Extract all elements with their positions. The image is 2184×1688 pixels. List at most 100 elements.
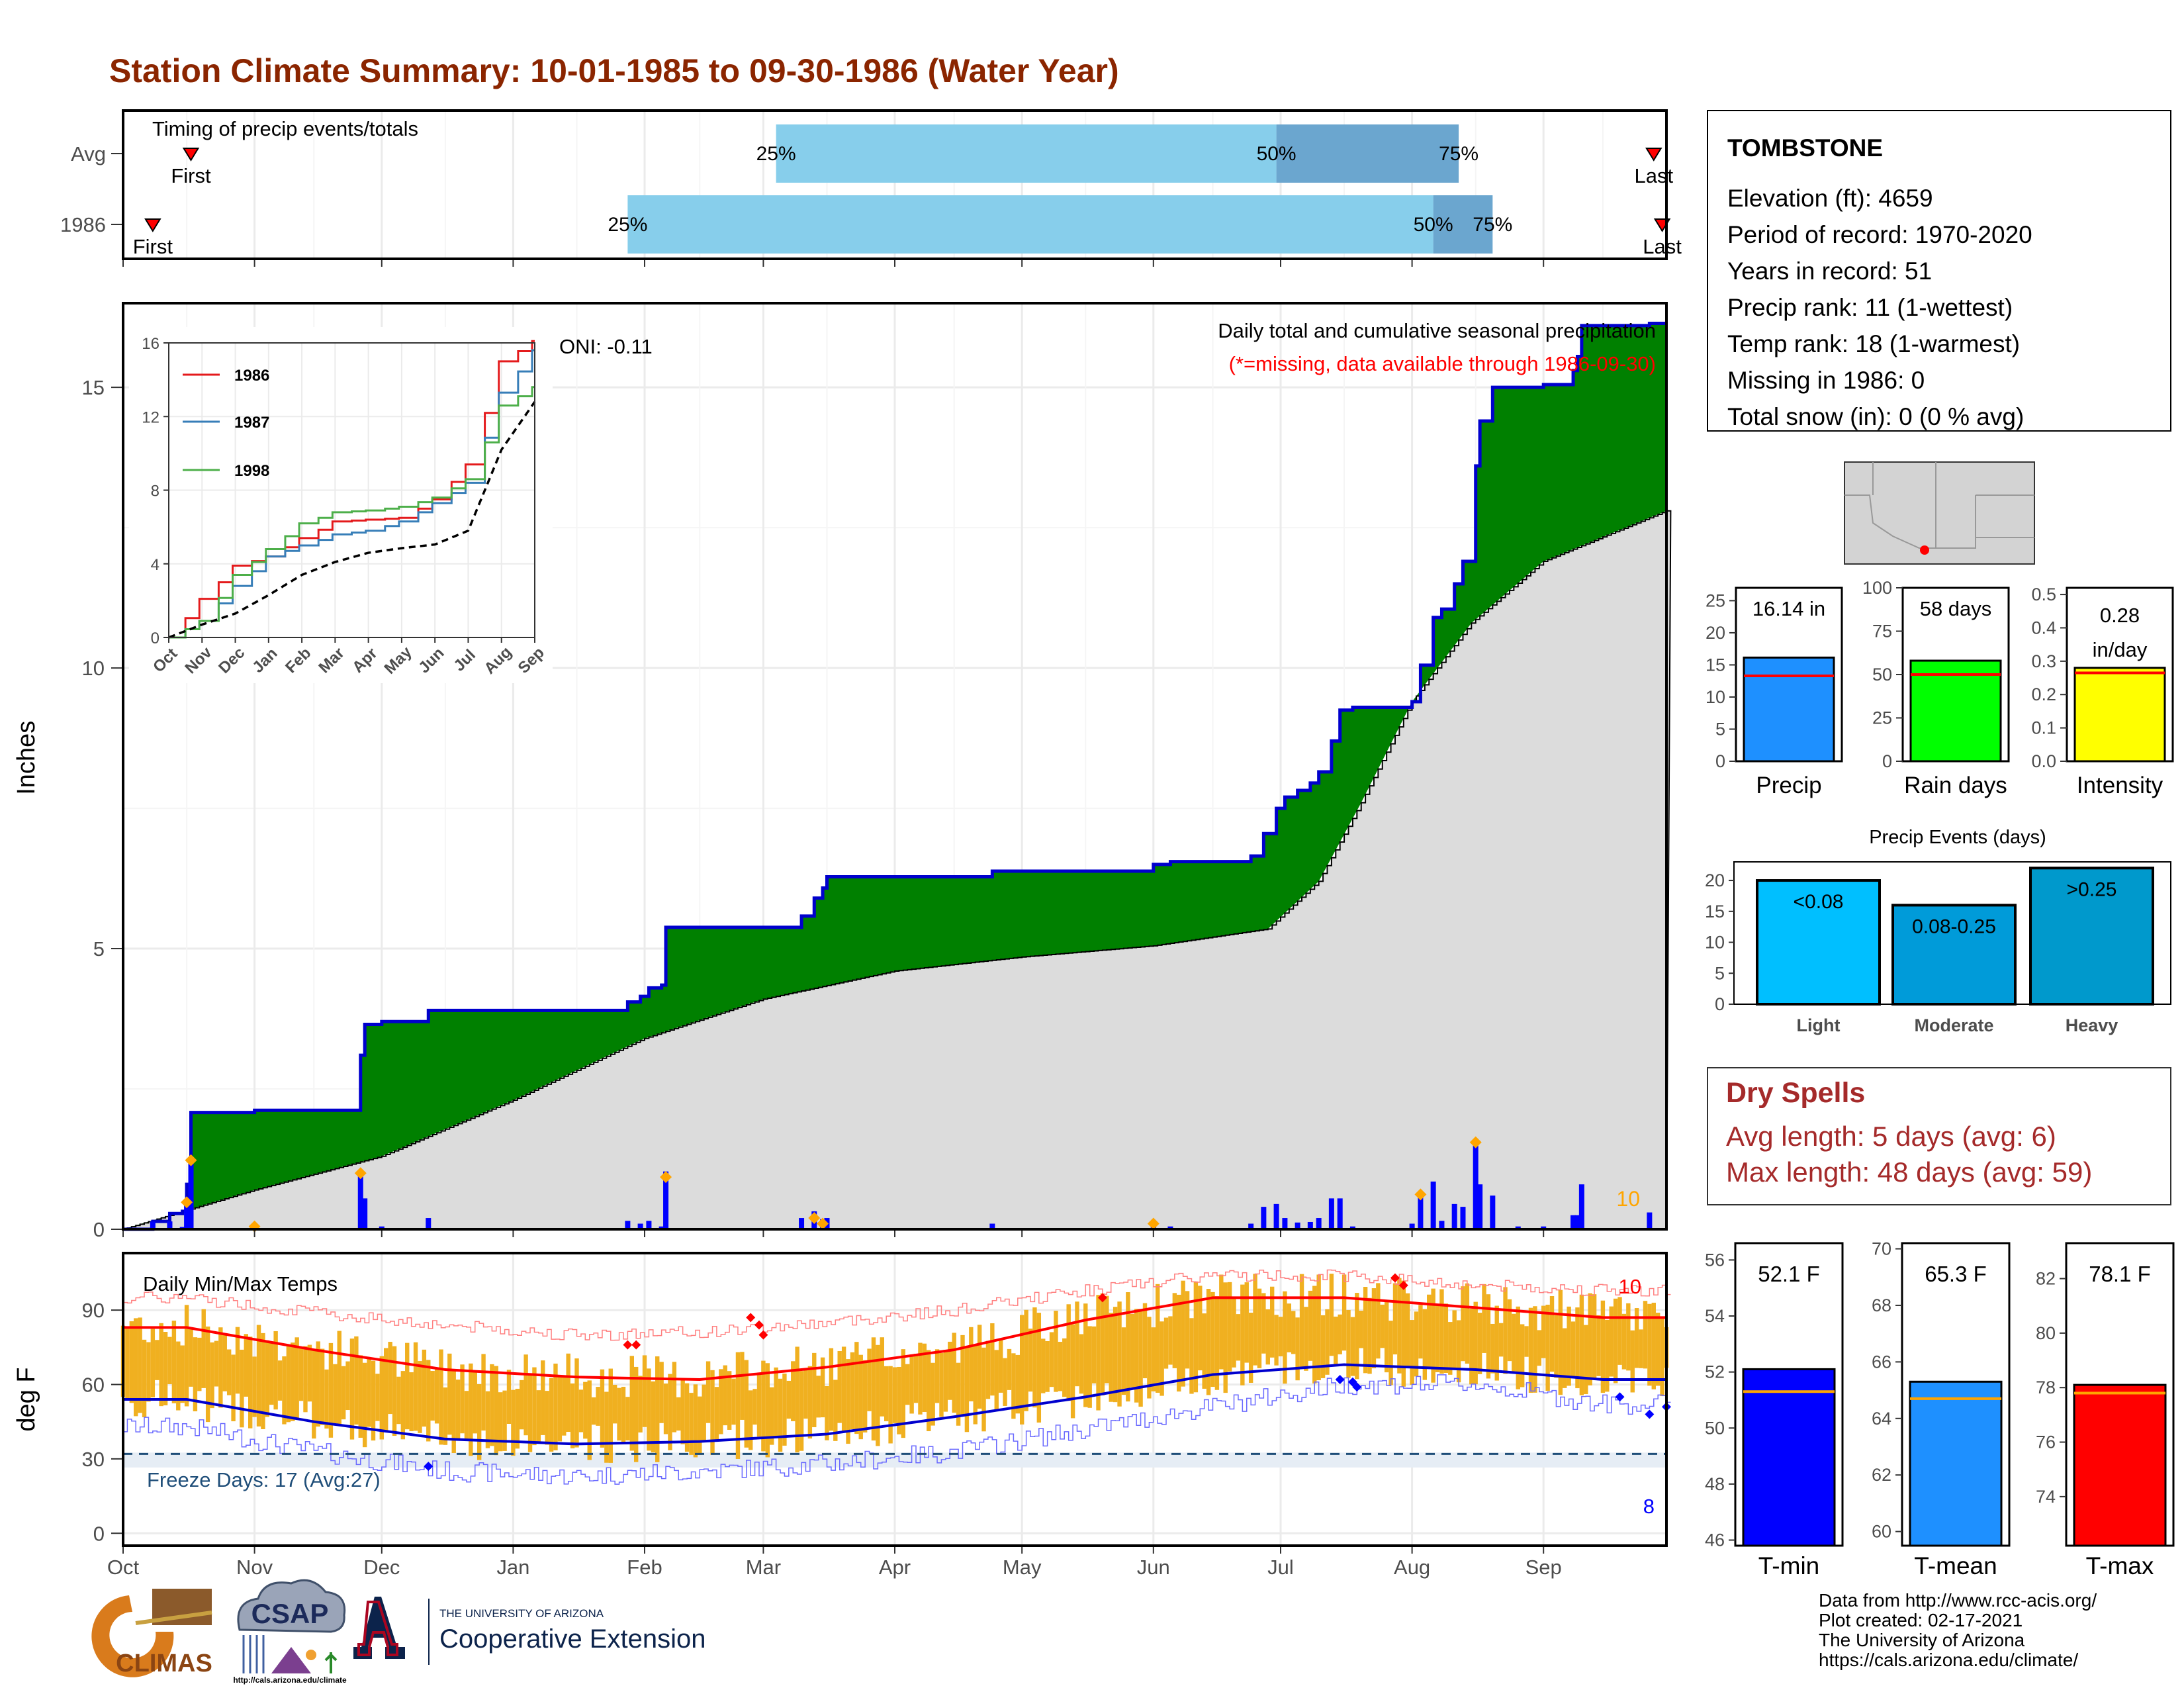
precip-daily-bar xyxy=(1167,1226,1173,1229)
mini-y-tick-label: 0.4 xyxy=(2031,618,2056,637)
temp-record-high-marker xyxy=(623,1340,633,1350)
temp-bar-y-tick-label: 66 xyxy=(1872,1352,1891,1372)
station-info-line: Years in record: 51 xyxy=(1727,258,1932,285)
temp-bar-y-tick-label: 62 xyxy=(1872,1465,1891,1485)
timing-panel: Timing of precip events/totals 25% 50% 75% F… xyxy=(60,109,1682,267)
temp-daily-bar xyxy=(1392,1283,1398,1355)
temp-daily-bar xyxy=(409,1372,414,1432)
precip-daily-bar xyxy=(1307,1221,1313,1229)
precip-daily-bar xyxy=(1578,1184,1584,1229)
temp-daily-bar xyxy=(1465,1283,1470,1364)
temp-daily-bar xyxy=(354,1336,359,1425)
temp-record-high-line xyxy=(123,1269,1671,1341)
timing-row-label: Avg xyxy=(71,142,106,165)
temp-daily-bar xyxy=(994,1350,999,1410)
temp-daily-bar xyxy=(1325,1309,1330,1375)
temp-daily-bar xyxy=(680,1378,685,1444)
temp-daily-bar xyxy=(1160,1321,1164,1396)
temp-daily-bar xyxy=(998,1338,1003,1393)
temp-daily-bar xyxy=(345,1361,350,1411)
footer: Data from http://www.rcc-acis.org/Plot c… xyxy=(91,1579,2097,1685)
temp-daily-bar xyxy=(269,1342,274,1405)
events-y-tick-label: 5 xyxy=(1715,963,1725,983)
precip-event-bar-label: 0.08-0.25 xyxy=(1912,915,1996,937)
temp-daily-bar xyxy=(1283,1291,1287,1384)
mini-bar-value: in/day xyxy=(2093,638,2148,661)
temp-daily-bar xyxy=(1295,1317,1300,1381)
temp-daily-bar xyxy=(511,1389,516,1456)
precip-event-category: Heavy xyxy=(2066,1015,2118,1035)
temp-daily-bar xyxy=(303,1346,308,1413)
mini-y-tick-label: 0.0 xyxy=(2031,751,2056,771)
csap-mountain xyxy=(271,1647,311,1673)
temp-daily-bar xyxy=(765,1363,770,1458)
month-label: Aug xyxy=(1394,1556,1430,1579)
temp-daily-bar xyxy=(1193,1281,1199,1393)
temp-daily-bar xyxy=(1617,1297,1622,1365)
dry-spells-avg: Avg length: 5 days (avg: 6) xyxy=(1726,1121,2056,1152)
temp-daily-bar xyxy=(295,1337,299,1419)
temp-daily-bar xyxy=(600,1369,605,1448)
temp-daily-bar xyxy=(490,1364,494,1446)
precip-y-tick-label: 0 xyxy=(93,1218,105,1241)
temp-daily-bar xyxy=(705,1361,711,1423)
footer-line: Data from http://www.rcc-acis.org/ xyxy=(1819,1590,2097,1611)
temp-daily-bar xyxy=(1248,1313,1253,1383)
temp-daily-bar xyxy=(672,1362,677,1432)
timing-first-marker xyxy=(144,218,161,232)
timing-first-marker xyxy=(182,148,200,162)
temp-daily-bar xyxy=(180,1345,185,1403)
precip-record-marker xyxy=(660,1171,672,1184)
temp-daily-bar xyxy=(625,1397,630,1441)
timing-row-label: 1986 xyxy=(60,213,106,236)
precip-panel-subtitle: (*=missing, data available through 1986-… xyxy=(1229,352,1656,375)
temp-daily-bar xyxy=(1575,1307,1580,1389)
precip-event-category: Moderate xyxy=(1914,1015,1993,1035)
temp-daily-bar xyxy=(265,1340,270,1417)
timing-bar-25-50 xyxy=(776,124,1277,183)
temp-daily-bar xyxy=(901,1349,906,1438)
temp-panel: Daily Min/Max Temps Freeze Days: 17 (Avg:… xyxy=(13,1252,1671,1579)
temp-bar-y-tick-label: 52 xyxy=(1705,1362,1725,1382)
temp-daily-bar xyxy=(1401,1280,1406,1387)
temp-record-low-marker xyxy=(1335,1375,1345,1385)
csap-sun xyxy=(306,1650,316,1660)
oni-label: ONI: -0.11 xyxy=(559,335,653,358)
temp-daily-bar xyxy=(892,1367,897,1423)
precip-daily-bar xyxy=(1460,1207,1466,1229)
temp-daily-bar xyxy=(189,1329,193,1387)
temp-daily-bar xyxy=(1091,1326,1097,1383)
temp-daily-bar xyxy=(617,1387,621,1441)
timing-label-75: 75% xyxy=(1439,143,1479,165)
temp-daily-bar xyxy=(1130,1313,1134,1387)
temp-daily-bar xyxy=(536,1390,541,1443)
temp-daily-bar xyxy=(1651,1302,1656,1389)
temp-daily-bar xyxy=(1049,1332,1054,1387)
precip-daily-bar xyxy=(1541,1226,1547,1229)
temp-daily-bar xyxy=(612,1384,617,1424)
temp-daily-bar xyxy=(481,1354,486,1431)
temp-daily-bar xyxy=(1570,1321,1576,1379)
temp-daily-bar xyxy=(1567,1306,1571,1386)
temp-daily-bar xyxy=(1117,1301,1122,1407)
temp-daily-bar xyxy=(1011,1353,1016,1419)
temp-daily-bar xyxy=(184,1305,189,1407)
temp-daily-bar xyxy=(744,1360,749,1448)
temp-bar-y-tick-label: 68 xyxy=(1872,1295,1891,1315)
temp-daily-bar xyxy=(1113,1307,1118,1403)
precip-event-bar xyxy=(1891,904,2017,1006)
mini-y-tick-label: 0 xyxy=(1882,751,1892,771)
precip-event-category: Light xyxy=(1797,1015,1841,1035)
mini-bar-value: 0.28 xyxy=(2100,604,2140,627)
temp-daily-bar xyxy=(1206,1289,1211,1395)
temp-y-tick-label: 0 xyxy=(93,1522,105,1545)
temp-daily-bar xyxy=(405,1342,410,1430)
temp-daily-bar xyxy=(1278,1317,1283,1356)
temp-daily-bar xyxy=(1507,1299,1512,1362)
temp-daily-bar xyxy=(226,1349,232,1395)
temp-daily-bar xyxy=(460,1364,465,1434)
temp-daily-bar xyxy=(273,1331,278,1410)
temp-daily-bar xyxy=(333,1364,338,1424)
temp-daily-bar xyxy=(1418,1305,1423,1359)
